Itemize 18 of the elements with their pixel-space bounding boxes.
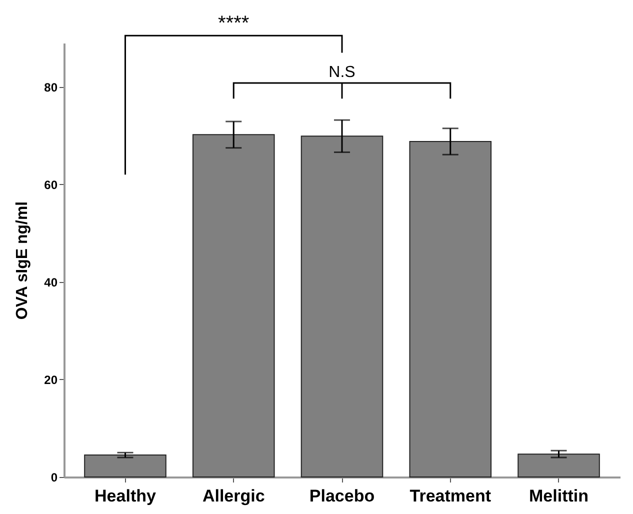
bar bbox=[409, 141, 492, 478]
y-tick-label: 0 bbox=[50, 470, 58, 484]
bar bbox=[192, 134, 275, 478]
x-tick-label: Allergic bbox=[202, 486, 265, 506]
bar bbox=[300, 136, 384, 478]
annotation: N.S bbox=[328, 64, 356, 81]
x-tick-label: Healthy bbox=[94, 486, 156, 506]
text: **** bbox=[218, 12, 250, 35]
y-tick-label: 60 bbox=[44, 178, 58, 192]
y-tick-label: 40 bbox=[44, 275, 58, 290]
bar bbox=[84, 454, 166, 478]
x-tick-label: Treatment bbox=[410, 486, 492, 506]
y-axis-title: OVA sIgE ng/ml bbox=[14, 201, 32, 320]
x-tick-label: Placebo bbox=[309, 486, 375, 506]
y-tick-label: 80 bbox=[44, 80, 58, 94]
y-tick-label: 20 bbox=[44, 372, 58, 387]
x-tick-label: Melittin bbox=[529, 486, 589, 506]
bar bbox=[518, 454, 600, 478]
